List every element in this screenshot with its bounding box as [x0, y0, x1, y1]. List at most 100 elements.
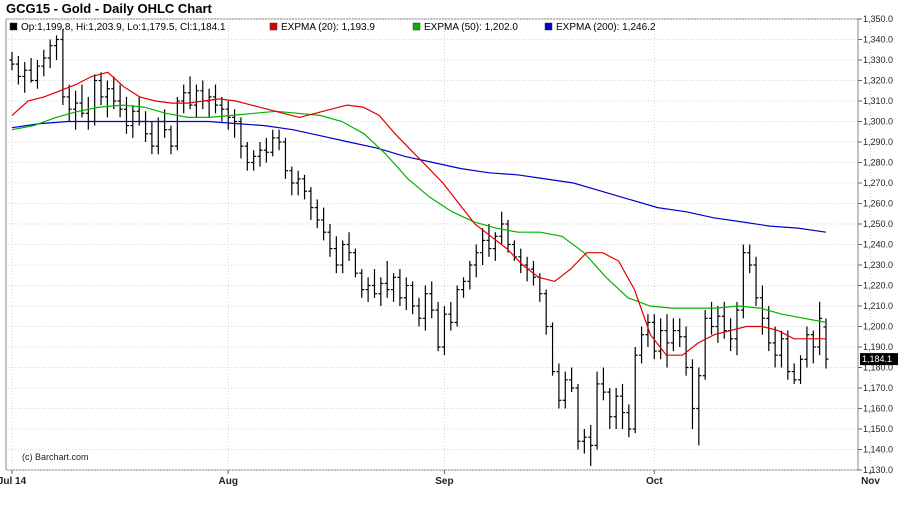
ohlc-bar: [98, 72, 104, 106]
y-tick-label: 1,260.0: [863, 199, 893, 209]
y-tick-label: 1,200.0: [863, 322, 893, 332]
last-price-label: 1,184.1: [862, 354, 892, 364]
y-tick-label: 1,230.0: [863, 260, 893, 270]
legend-label: EXPMA (200): 1,246.2: [556, 22, 656, 33]
x-tick-label: Oct: [646, 476, 663, 487]
ohlc-bar: [117, 84, 123, 118]
ohlc-bar: [594, 371, 600, 450]
legend-swatch: [9, 22, 18, 31]
ohlc-bar: [709, 301, 715, 335]
ohlc-bar: [620, 383, 625, 429]
legend-swatch: [544, 22, 553, 31]
ohlc-bar: [295, 170, 301, 196]
ohlc-bar: [454, 285, 460, 327]
y-tick-label: 1,240.0: [863, 240, 893, 250]
ohlc-bar: [168, 125, 174, 155]
ohlc-bar: [600, 367, 606, 401]
y-tick-label: 1,220.0: [863, 281, 893, 291]
ohlc-bar: [308, 187, 314, 220]
ohlc-bar: [429, 281, 435, 319]
ohlc-bar: [257, 142, 263, 167]
y-tick-label: 1,250.0: [863, 219, 893, 229]
ohlc-bar: [645, 314, 651, 347]
ohlc-bar: [581, 429, 587, 454]
ohlc-bar: [289, 166, 295, 196]
x-tick-label: Jul 14: [0, 476, 27, 487]
ohlc-bar: [607, 388, 613, 429]
ohlc-bar: [244, 142, 250, 171]
x-tick-label: Sep: [435, 476, 453, 487]
ohlc-bar: [34, 60, 40, 89]
y-tick-label: 1,180.0: [863, 363, 893, 373]
y-tick-label: 1,280.0: [863, 158, 893, 168]
ohlc-bar: [689, 359, 695, 429]
ohlc-bar: [772, 326, 778, 368]
ohlc-bar: [352, 248, 358, 278]
ohlc-bar: [441, 306, 447, 356]
ohlc-bar: [28, 57, 34, 83]
y-tick-label: 1,330.0: [863, 55, 893, 65]
ohlc-bar: [810, 330, 816, 364]
ohlc-bar: [626, 404, 632, 438]
ohlc-bar: [670, 318, 676, 352]
legend-label: Op:1,199.8, Hi:1,203.9, Lo:1,179.5, Cl:1…: [21, 22, 226, 33]
ohlc-bar: [359, 269, 365, 298]
ohlc-bar: [174, 96, 180, 151]
ohlc-bar: [181, 84, 187, 114]
ohlc-bar: [550, 322, 556, 376]
ohlc-bar: [569, 367, 575, 393]
ohlc-bar: [613, 388, 619, 429]
ohlc-bar: [715, 306, 721, 343]
ohlc-bar: [785, 330, 791, 380]
ohlc-bar: [314, 199, 320, 229]
ohlc-bar: [54, 35, 60, 60]
ohlc-bar: [817, 301, 823, 356]
y-tick-label: 1,140.0: [863, 445, 893, 455]
ohlc-bar: [492, 232, 498, 261]
ohlc-bar: [823, 318, 829, 369]
y-tick-label: 1,350.0: [863, 14, 893, 24]
ohlc-bar: [639, 326, 645, 364]
ema50-line: [11, 104, 827, 323]
ohlc-bar: [798, 355, 804, 384]
ohlc-bar: [104, 80, 110, 118]
ohlc-bar: [73, 90, 79, 130]
ohlc-bar: [435, 301, 441, 352]
ema20-line: [11, 71, 826, 356]
ohlc-bar: [632, 347, 638, 434]
ohlc-bar: [696, 367, 702, 446]
ohlc-bar: [123, 96, 129, 134]
legend-swatch: [412, 22, 421, 31]
ohlc-bar: [302, 174, 308, 200]
ohlc-bar: [410, 281, 416, 315]
ohlc-bar: [473, 244, 479, 278]
watermark: (c) Barchart.com: [22, 452, 89, 462]
y-tick-label: 1,170.0: [863, 383, 893, 393]
y-tick-label: 1,300.0: [863, 117, 893, 127]
ohlc-bar: [499, 211, 505, 245]
y-tick-label: 1,160.0: [863, 404, 893, 414]
y-tick-label: 1,290.0: [863, 137, 893, 147]
ohlc-bar: [22, 62, 28, 93]
ohlc-bar: [282, 137, 288, 179]
ohlc-bar: [193, 84, 199, 118]
ohlc-bar: [702, 310, 708, 380]
ohlc-bar: [747, 244, 753, 274]
ohlc-bar: [461, 277, 467, 298]
ohlc-bar: [9, 51, 15, 71]
ohlc-bar: [365, 277, 371, 302]
ohlc-bar: [219, 96, 225, 122]
ohlc-bar: [778, 330, 784, 368]
ohlc-bar: [683, 326, 689, 376]
ohlc-bar: [416, 297, 422, 327]
ohlc-bar: [378, 277, 384, 306]
ohlc-bar: [448, 301, 454, 331]
ohlc-bar: [333, 236, 339, 274]
legend-label: EXPMA (50): 1,202.0: [424, 22, 518, 33]
ohlc-bar: [149, 121, 155, 155]
ohlc-bar: [658, 318, 664, 360]
ohlc-bar: [651, 314, 657, 360]
ohlc-bar: [340, 240, 346, 274]
y-tick-label: 1,270.0: [863, 178, 893, 188]
ohlc-bar: [321, 207, 327, 241]
